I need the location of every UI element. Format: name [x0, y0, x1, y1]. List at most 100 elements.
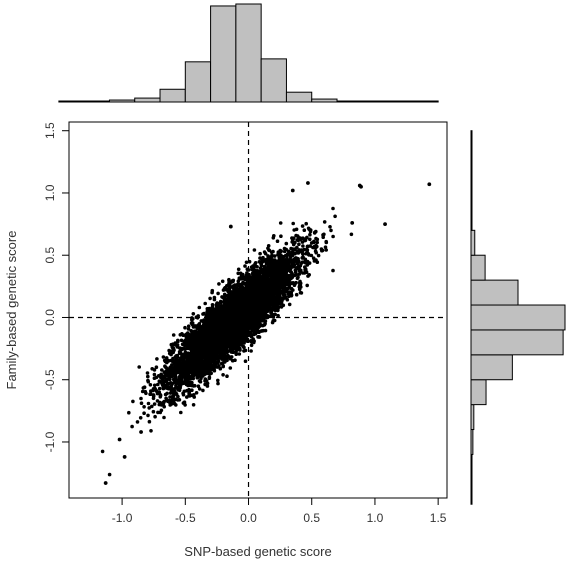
scatter-point — [198, 379, 203, 384]
scatter-point — [158, 380, 162, 384]
x-marginal-histogram — [58, 3, 439, 103]
scatter-point — [156, 410, 160, 415]
scatter-points — [100, 181, 432, 485]
scatter-point — [260, 323, 265, 328]
scatter-point — [192, 333, 196, 337]
scatter-point — [238, 333, 243, 338]
scatter-point — [164, 369, 169, 373]
scatter-point — [233, 358, 237, 363]
y-histogram-bar — [470, 204, 473, 231]
scatter-point — [349, 232, 354, 237]
y-histogram-bar — [470, 180, 473, 206]
scatter-point — [243, 359, 248, 364]
y-histogram-bar — [470, 379, 487, 406]
scatter-point — [183, 350, 188, 355]
scatter-point — [228, 366, 233, 370]
scatter-point — [163, 392, 168, 397]
scatter-point — [270, 254, 275, 258]
scatter-point — [295, 238, 299, 242]
scatter-point — [173, 368, 178, 373]
scatter-point — [186, 327, 191, 331]
scatter-point — [174, 364, 178, 369]
scatter-point — [137, 365, 141, 369]
plot-frame — [68, 121, 448, 499]
scatter-point — [331, 234, 335, 239]
scatter-point — [100, 449, 105, 454]
scatter-point — [298, 290, 303, 295]
scatter-point — [329, 228, 333, 233]
scatter-point — [130, 424, 134, 429]
scatter-point — [275, 308, 280, 313]
scatter-point — [241, 282, 245, 286]
scatter-point — [176, 338, 180, 343]
x-histogram-bar — [108, 99, 136, 103]
scatter-point — [201, 388, 205, 393]
y-histogram-bar — [470, 229, 476, 256]
scatter-point — [275, 305, 280, 309]
scatter-point — [139, 401, 144, 406]
scatter-point — [316, 253, 321, 258]
scatter-point — [236, 267, 241, 272]
scatter-point — [243, 264, 247, 268]
y-histogram-bar — [470, 279, 519, 306]
scatter-point — [202, 311, 206, 316]
scatter-point — [279, 234, 283, 238]
scatter-point — [169, 342, 174, 347]
y-histogram-bar — [470, 304, 566, 331]
scatter-point — [131, 399, 135, 404]
scatter-point — [152, 368, 157, 372]
y-histogram-bar — [470, 404, 475, 431]
x-histogram-bar — [336, 100, 363, 103]
scatter-point — [194, 324, 199, 329]
y-histogram-bar — [470, 478, 473, 505]
y-histogram-bar — [470, 130, 473, 157]
scatter-point — [165, 386, 170, 390]
scatter-point — [149, 429, 153, 433]
scatter-point — [315, 240, 320, 245]
scatter-point — [253, 261, 258, 265]
scatter-point — [174, 383, 178, 388]
scatter-point — [234, 352, 238, 357]
x-histogram-bar — [235, 3, 262, 103]
scatter-point — [230, 279, 235, 283]
scatter-point — [300, 224, 305, 228]
scatter-point — [194, 391, 199, 395]
scatter-point — [205, 309, 209, 314]
scatter-point — [192, 383, 197, 388]
y-marginal-histogram — [470, 130, 566, 505]
scatter-point — [196, 384, 201, 389]
y-histogram-bar — [470, 329, 564, 356]
scatter-point — [238, 346, 242, 351]
scatter-point — [298, 279, 302, 284]
x-histogram-bar — [260, 58, 287, 103]
scatter-point — [174, 354, 178, 358]
x-histogram-bar — [412, 100, 439, 103]
scatter-point — [163, 379, 167, 384]
scatter-point — [285, 297, 290, 302]
x-histogram-bar — [159, 88, 186, 103]
scatter-point — [151, 409, 156, 414]
scatter-point — [262, 250, 267, 254]
scatter-point — [157, 386, 162, 391]
scatter-point — [146, 401, 151, 406]
scatter-point — [286, 264, 291, 268]
scatter-point — [333, 214, 337, 219]
scatter-point — [294, 233, 298, 238]
scatter-point — [191, 325, 196, 329]
scatter-point — [146, 374, 150, 379]
scatter-point — [152, 372, 157, 377]
scatter-point — [207, 375, 212, 380]
scatter-point — [176, 398, 180, 402]
scatter-point — [257, 260, 262, 264]
scatter-point — [197, 305, 202, 310]
x-histogram-bar — [184, 61, 212, 103]
scatter-point — [161, 374, 166, 379]
scatter-point — [297, 272, 302, 276]
scatter-point — [171, 333, 176, 337]
scatter-point — [142, 405, 146, 409]
scatter-point — [287, 294, 291, 299]
y-histogram-bar — [470, 453, 473, 480]
scatter-point — [265, 261, 269, 266]
scatter-point — [141, 386, 146, 390]
